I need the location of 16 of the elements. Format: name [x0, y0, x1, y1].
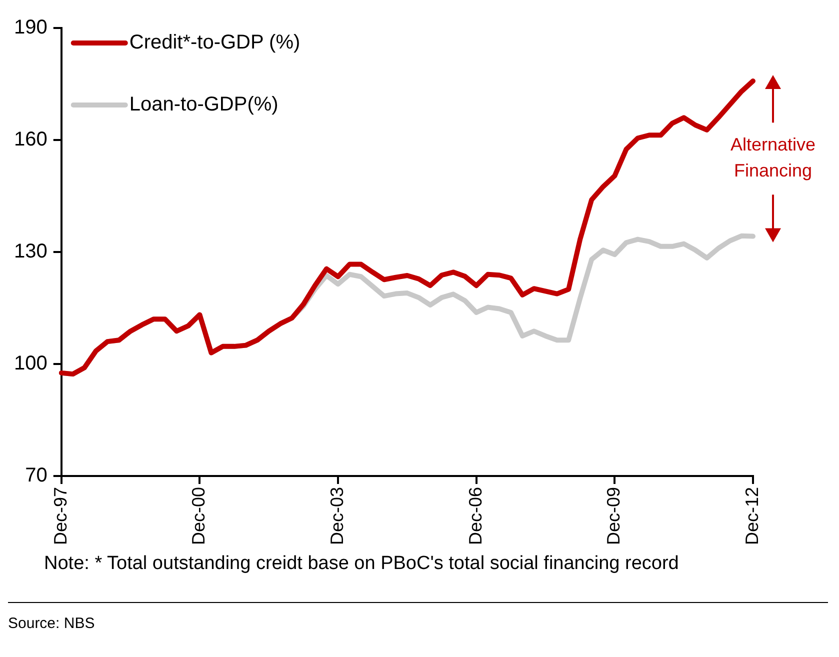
x-tick-label: Dec-97: [50, 486, 70, 546]
legend-label: Loan-to-GDP(%): [129, 94, 278, 116]
x-tick-label: Dec-12: [742, 486, 762, 546]
x-tick-label: Dec-03: [326, 486, 347, 546]
legend-label: Credit*-to-GDP (%): [129, 32, 300, 54]
y-tick-label: 70: [25, 464, 48, 486]
x-tick-label: Dec-00: [188, 486, 209, 546]
y-tick-label: 130: [14, 240, 48, 263]
y-tick-label: 100: [14, 352, 48, 374]
y-tick-label: 190: [14, 16, 48, 39]
annotation: Alternative Financing: [730, 134, 816, 181]
x-tick-label: Dec-06: [465, 486, 486, 546]
y-tick-label: 160: [14, 128, 48, 151]
text: Note: * Total outstanding creidt base on PBoC's total social financing record: [44, 552, 680, 576]
source-note: Source: NBS: [8, 602, 828, 632]
x-tick-label: Dec-09: [604, 486, 624, 546]
